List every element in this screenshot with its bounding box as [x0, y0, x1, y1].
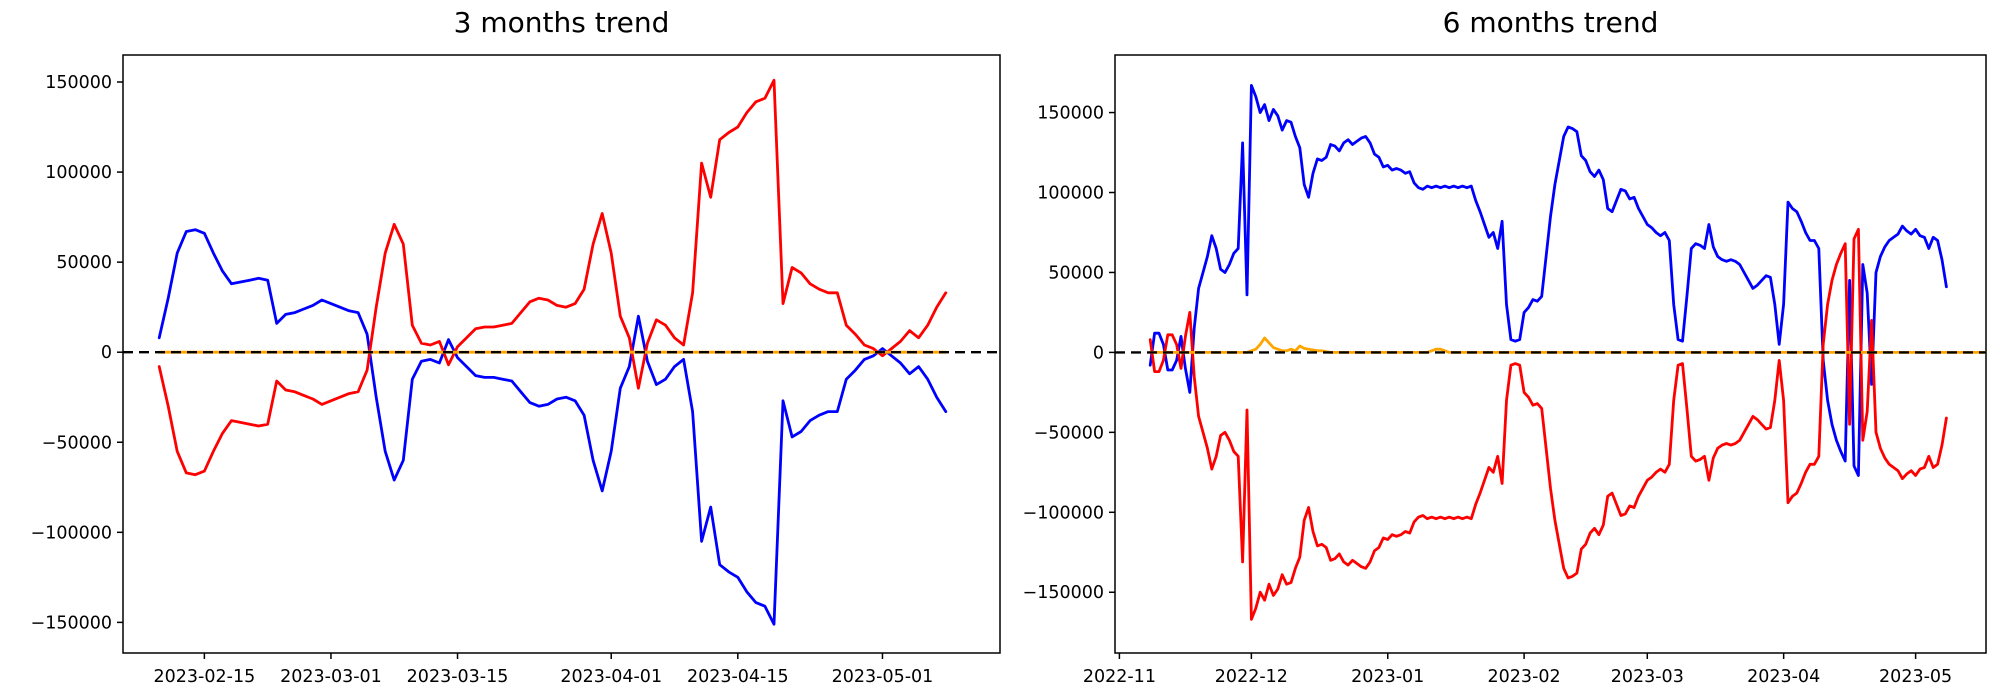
y-tick-label: 100000 [1037, 184, 1104, 204]
y-tick-label: 0 [1093, 343, 1104, 363]
x-tick-label: 2023-05 [1879, 667, 1952, 687]
chart-6-months-trend: 150000 100000 50000 0 −50000 −100000 −150000 20… [1023, 54, 1987, 687]
y-tick-label: −100000 [1023, 503, 1104, 523]
y-tick-label: 0 [101, 343, 112, 363]
x-tick-label: 2023-02-15 [154, 667, 256, 687]
chart-title-3-months: 3 months trend [453, 6, 670, 39]
x-tick-label: 2022-12 [1215, 667, 1288, 687]
x-tick-label: 2023-05-01 [832, 667, 934, 687]
x-tick-label: 2023-04 [1747, 667, 1820, 687]
x-ticks: 2022-11 2022-12 2023-01 2023-02 2023-03 2023-… [1083, 653, 1952, 687]
x-tick-label: 2023-02 [1488, 667, 1561, 687]
series-blue-line [157, 228, 948, 626]
y-tick-label: 100000 [45, 163, 112, 183]
series-blue-line [1148, 84, 1948, 477]
series-red-line [157, 78, 948, 477]
chart-title-6-months: 6 months trend [1442, 6, 1659, 39]
y-tick-label: 50000 [56, 253, 112, 273]
x-ticks: 2023-02-15 2023-03-01 2023-03-15 2023-04-01… [154, 653, 934, 687]
x-tick-label: 2023-04-15 [687, 667, 789, 687]
x-tick-label: 2023-01 [1351, 667, 1424, 687]
y-tick-label: −150000 [1023, 583, 1104, 603]
y-tick-label: −50000 [42, 433, 112, 453]
y-ticks: 150000 100000 50000 0 −50000 −100000 −150000 [1023, 104, 1115, 603]
y-tick-label: −100000 [31, 523, 112, 543]
chart-3-months-trend: 150000 100000 50000 0 −50000 −100000 −150000 20… [31, 54, 1001, 687]
y-tick-label: 150000 [1037, 104, 1104, 124]
y-tick-label: 50000 [1048, 263, 1104, 283]
series-red-line [1148, 227, 1948, 621]
y-ticks: 150000 100000 50000 0 −50000 −100000 −150000 [31, 73, 123, 633]
y-tick-label: 150000 [45, 73, 112, 93]
y-tick-label: −50000 [1034, 423, 1104, 443]
y-tick-label: −150000 [31, 613, 112, 633]
plot-border [1114, 54, 1987, 654]
x-tick-label: 2023-04-01 [560, 667, 662, 687]
x-tick-label: 2023-03-15 [407, 667, 509, 687]
x-tick-label: 2023-03-01 [280, 667, 382, 687]
x-tick-label: 2023-03 [1611, 667, 1684, 687]
x-tick-label: 2022-11 [1083, 667, 1156, 687]
plot-border [122, 54, 1001, 654]
